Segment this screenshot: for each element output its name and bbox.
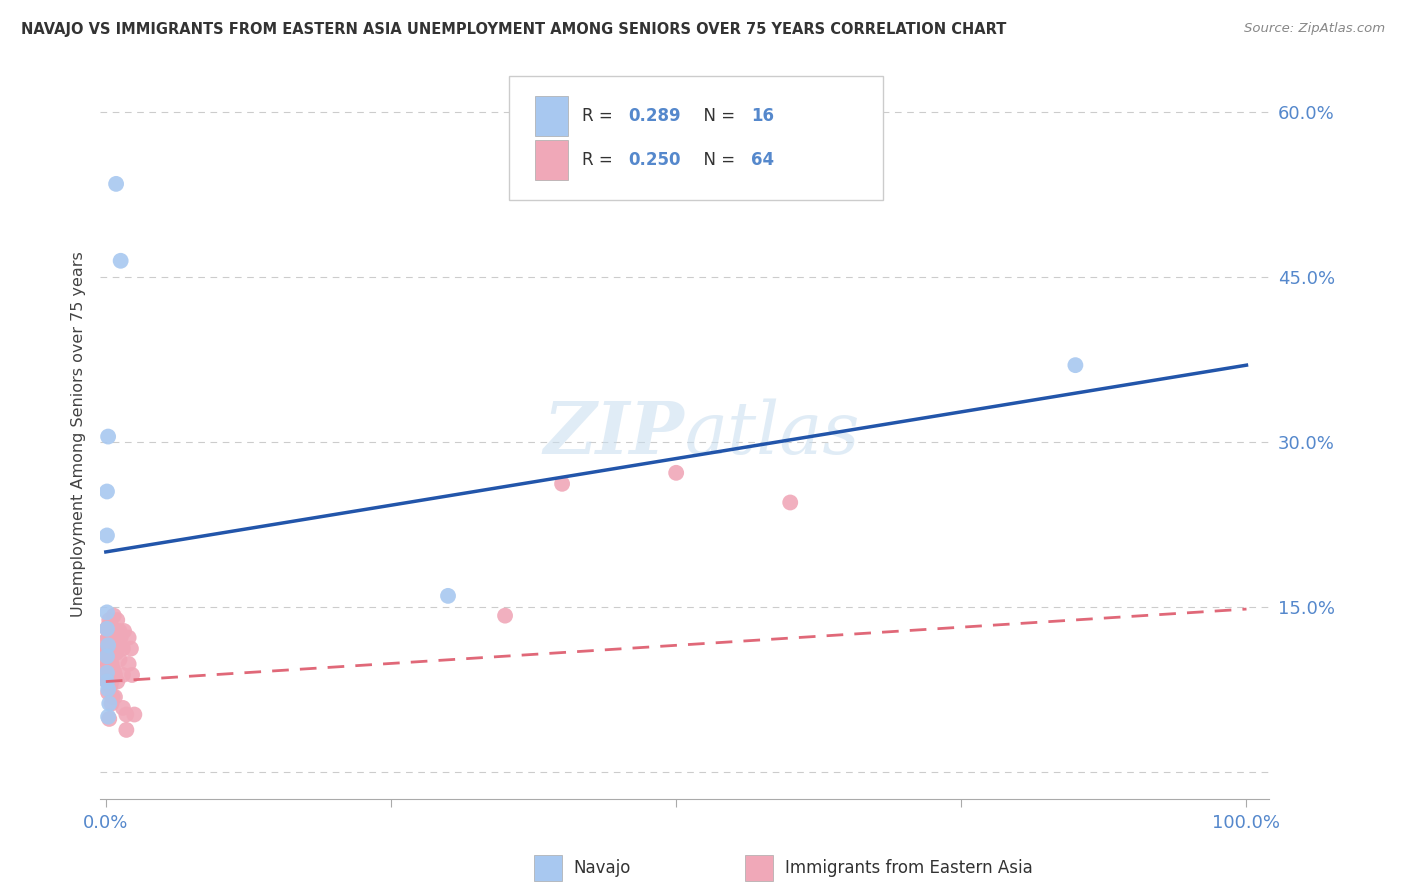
Point bbox=[98, 712, 121, 726]
Point bbox=[121, 668, 143, 682]
Point bbox=[105, 613, 128, 627]
Point bbox=[108, 652, 131, 666]
Point bbox=[96, 674, 118, 689]
Point bbox=[97, 641, 120, 656]
Text: N =: N = bbox=[693, 151, 741, 169]
Point bbox=[97, 682, 120, 697]
Point bbox=[97, 652, 120, 666]
Text: atlas: atlas bbox=[685, 399, 860, 469]
Point bbox=[110, 253, 132, 268]
Point bbox=[98, 613, 121, 627]
Point bbox=[96, 605, 118, 619]
Point bbox=[100, 679, 122, 693]
Y-axis label: Unemployment Among Seniors over 75 years: Unemployment Among Seniors over 75 years bbox=[72, 251, 86, 616]
Point bbox=[103, 635, 125, 649]
Point bbox=[115, 723, 138, 737]
Point bbox=[100, 624, 122, 638]
Text: N =: N = bbox=[693, 107, 741, 125]
Point bbox=[96, 632, 118, 647]
Point bbox=[100, 635, 122, 649]
Point bbox=[96, 665, 118, 680]
Text: 64: 64 bbox=[751, 151, 775, 169]
Point bbox=[96, 655, 118, 669]
Text: NAVAJO VS IMMIGRANTS FROM EASTERN ASIA UNEMPLOYMENT AMONG SENIORS OVER 75 YEARS : NAVAJO VS IMMIGRANTS FROM EASTERN ASIA U… bbox=[21, 22, 1007, 37]
Point bbox=[97, 429, 120, 443]
Point bbox=[112, 624, 135, 638]
Point bbox=[100, 620, 122, 634]
Point bbox=[494, 608, 516, 623]
Point bbox=[96, 674, 118, 689]
Point bbox=[97, 685, 120, 699]
Text: 16: 16 bbox=[751, 107, 775, 125]
Point bbox=[96, 668, 118, 682]
Point bbox=[104, 641, 127, 656]
Text: R =: R = bbox=[582, 151, 617, 169]
Bar bbox=[536, 140, 568, 180]
Bar bbox=[536, 96, 568, 136]
Point bbox=[96, 622, 118, 636]
Point bbox=[96, 649, 118, 664]
Point bbox=[105, 646, 128, 660]
Point bbox=[111, 668, 134, 682]
Point bbox=[98, 635, 121, 649]
Point bbox=[97, 631, 120, 645]
Point bbox=[97, 710, 120, 724]
Point bbox=[111, 641, 134, 656]
Text: Source: ZipAtlas.com: Source: ZipAtlas.com bbox=[1244, 22, 1385, 36]
Point bbox=[96, 622, 118, 636]
Text: 0.289: 0.289 bbox=[628, 107, 682, 125]
Point bbox=[100, 652, 122, 666]
Point bbox=[96, 484, 118, 499]
Point bbox=[98, 668, 121, 682]
Point bbox=[1064, 358, 1087, 372]
Point bbox=[104, 668, 127, 682]
Point bbox=[120, 641, 142, 656]
FancyBboxPatch shape bbox=[509, 76, 883, 200]
Point bbox=[97, 638, 120, 652]
Point bbox=[111, 701, 134, 715]
Point bbox=[105, 624, 128, 638]
Point bbox=[98, 624, 121, 638]
Point bbox=[108, 624, 131, 638]
Point bbox=[110, 631, 132, 645]
Point bbox=[437, 589, 460, 603]
Point bbox=[98, 646, 121, 660]
Point bbox=[96, 641, 118, 656]
Point bbox=[117, 631, 139, 645]
Point bbox=[96, 660, 118, 674]
Point bbox=[105, 674, 128, 689]
Point bbox=[100, 674, 122, 689]
Point bbox=[100, 641, 122, 656]
Text: Navajo: Navajo bbox=[574, 859, 631, 877]
Point bbox=[551, 476, 574, 491]
Point bbox=[101, 641, 124, 656]
Point bbox=[665, 466, 688, 480]
Point bbox=[103, 608, 125, 623]
Point bbox=[779, 495, 801, 509]
Point bbox=[97, 664, 120, 678]
Point bbox=[105, 177, 128, 191]
Point bbox=[101, 664, 124, 678]
Point bbox=[104, 690, 127, 704]
Point bbox=[101, 690, 124, 704]
Point bbox=[103, 664, 125, 678]
Point bbox=[101, 631, 124, 645]
Point bbox=[97, 620, 120, 634]
Point bbox=[124, 707, 146, 722]
Text: 0.250: 0.250 bbox=[628, 151, 681, 169]
Point bbox=[115, 707, 138, 722]
Text: ZIP: ZIP bbox=[544, 399, 685, 469]
Point bbox=[98, 657, 121, 671]
Point bbox=[97, 674, 120, 689]
Point bbox=[96, 646, 118, 660]
Point bbox=[117, 657, 139, 671]
Text: R =: R = bbox=[582, 107, 617, 125]
Point bbox=[96, 528, 118, 542]
Text: Immigrants from Eastern Asia: Immigrants from Eastern Asia bbox=[785, 859, 1032, 877]
Point bbox=[100, 657, 122, 671]
Point bbox=[98, 697, 121, 711]
Point bbox=[105, 641, 128, 656]
Point bbox=[100, 697, 122, 711]
